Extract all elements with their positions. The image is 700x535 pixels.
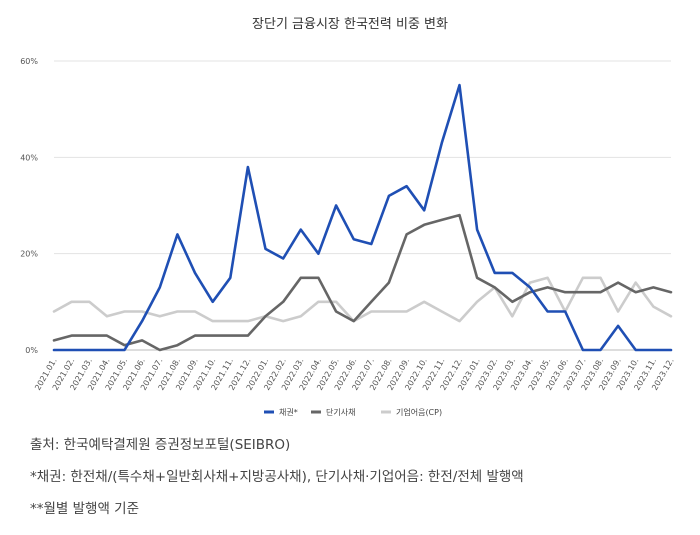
y-tick-label: 40%: [20, 153, 38, 162]
legend: 채권* 단기사채 기업어음(CP): [264, 407, 442, 417]
gridlines: [54, 60, 671, 351]
legend-label: 기업어음(CP): [396, 407, 442, 417]
y-tick-label: 20%: [20, 250, 38, 259]
y-tick-label: 60%: [20, 57, 38, 66]
y-axis: 0% 20% 40% 60%: [20, 57, 38, 355]
series-lines: [52, 83, 673, 352]
x-axis: 2021.01.2021.02.2021.03.2021.04.2021.05.…: [33, 356, 676, 391]
source-note: 출처: 한국예탁결제원 증권정보포털(SEIBRO): [30, 437, 291, 453]
chart-title: 장단기 금융시장 한국전력 비중 변화: [252, 17, 448, 32]
legend-label: 채권*: [279, 407, 298, 417]
footnote-monthly: **월별 발행액 기준: [30, 501, 140, 517]
chart: 장단기 금융시장 한국전력 비중 변화 0% 20% 40% 60% 2021.01.…: [20, 17, 676, 417]
notes: 출처: 한국예탁결제원 증권정보포털(SEIBRO) *채권: 한전채/(특수채…: [30, 436, 690, 532]
series-line-2: [52, 213, 673, 352]
y-tick-label: 0%: [25, 346, 38, 355]
legend-label: 단기사채: [326, 407, 355, 417]
series-line-1: [52, 83, 673, 352]
series-line-3: [52, 276, 673, 323]
footnote-bonds: *채권: 한전채/(특수채+일반회사채+지방공사채), 단기사채·기업어음: 한…: [30, 469, 524, 485]
